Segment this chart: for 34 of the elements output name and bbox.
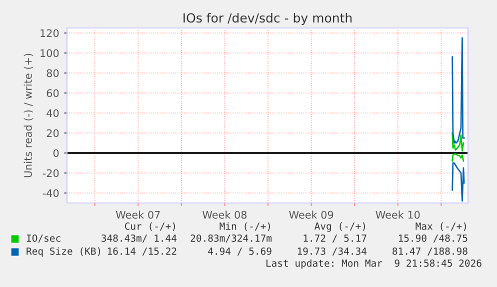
y-tick-label: 100	[40, 49, 59, 58]
y-tick-label: -40	[42, 189, 59, 198]
text: 81.47 /188.98	[392, 247, 468, 256]
text: Last update: Mon Mar 9 21:58:45 2026	[266, 259, 482, 269]
line-series	[452, 132, 464, 152]
y-tick-label: 60	[46, 89, 59, 98]
y-tick-label: 80	[46, 69, 59, 78]
text: Max (-/+)	[416, 222, 466, 231]
text: Avg (-/+)	[314, 222, 365, 232]
text: Min (-/+)	[220, 222, 270, 231]
y-axis-title: Units read (-) / write (+)	[24, 54, 34, 178]
chart-title: IOs for /dev/sdc - by month	[184, 12, 352, 26]
y-tick-label: -20	[42, 169, 59, 178]
x-tick-label: Week 08	[202, 210, 247, 219]
y-tick-label: 20	[46, 129, 59, 138]
y-tick-label: 120	[40, 29, 59, 38]
line-series	[452, 162, 465, 202]
x-tick-label: Week 09	[289, 210, 334, 219]
text: 15.90 /48.75	[398, 234, 468, 243]
y-tick-label: 40	[46, 109, 59, 118]
legend-label: IO/sec	[26, 234, 60, 243]
text: 348.43m/ 1.44	[102, 234, 177, 243]
text: 16.14 /15.22	[108, 247, 176, 256]
x-tick-label: Week 07	[116, 210, 160, 219]
text: 4.94 / 5.69	[208, 247, 272, 256]
text: Cur (-/+)	[124, 222, 175, 231]
legend-label: Req Size (KB)	[26, 247, 100, 257]
line-series	[452, 37, 465, 144]
y-tick-label: 0	[53, 149, 59, 158]
line-series	[452, 153, 464, 162]
x-tick-label: Week 10	[376, 210, 420, 219]
text: 20.83m/324.17m	[190, 234, 272, 243]
text: 19.73 /34.34	[298, 247, 367, 256]
text: 1.72 / 5.17	[304, 234, 366, 243]
